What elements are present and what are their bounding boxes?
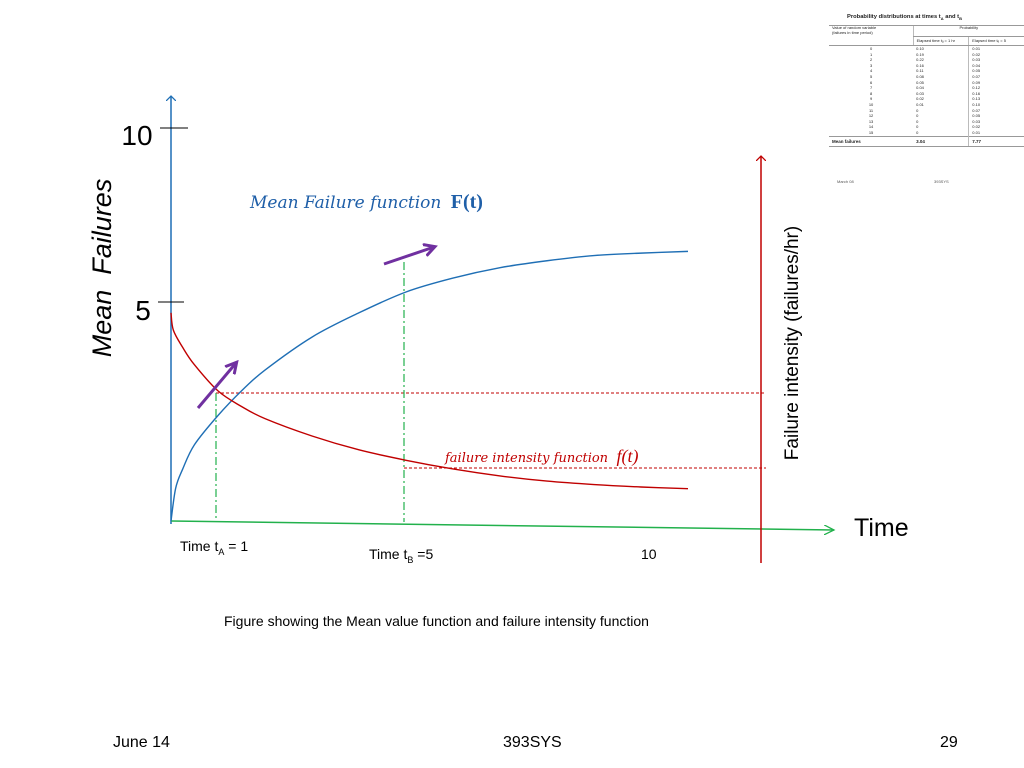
inset-table-row: 1 0.19 0.02 <box>829 51 1024 58</box>
x-axis <box>170 520 834 530</box>
figure-caption: Figure showing the Mean value function a… <box>224 613 649 629</box>
inset-table-row: 0 0.10 0.01 <box>829 45 1024 52</box>
inset-table-row: 10 0.01 0.10 <box>829 101 1024 108</box>
inset-footer-mid: 393SYS <box>934 179 949 184</box>
inset-table-row: 2 0.22 0.03 <box>829 57 1024 63</box>
inset-table: Value of random variable (failures in tim… <box>829 25 1024 147</box>
inset-table-row: 15 0 0.01 <box>829 129 1024 136</box>
series-label-mean-failure-math: F(t) <box>451 191 483 213</box>
slope-arrow-tb <box>383 247 434 266</box>
inset-col0-header: Value of random variable (failures in tim… <box>829 25 914 46</box>
footer-page-number: 29 <box>940 734 958 751</box>
inset-col2-header: Elapsed time tₑ = 5 <box>968 36 1024 46</box>
inset-table-row: 11 0 0.07 <box>829 107 1024 114</box>
x-tick-label-ta: Time tA = 1 <box>180 538 248 557</box>
inset-probability-table: Probability distributions at times tA an… <box>827 12 1024 192</box>
inset-table-row: 5 0.08 0.07 <box>829 73 1024 80</box>
series-label-failure-intensity-math: f(t) <box>617 446 639 467</box>
inset-title: Probability distributions at times tA an… <box>847 14 962 22</box>
series-label-failure-intensity: failure intensity function f(t) <box>444 446 639 467</box>
inset-footer-left: March 08 <box>837 179 854 184</box>
inset-table-row: 7 0.04 0.12 <box>829 85 1024 91</box>
inset-prob-header: Probability <box>912 25 1024 37</box>
inset-table-row: 6 0.05 0.09 <box>829 79 1024 86</box>
inset-total-row: Mean failures 3.04 7.77 <box>829 135 1024 147</box>
inset-table-row: 3 0.16 0.04 <box>829 62 1024 69</box>
inset-col1-header: Elapsed time tₐ = 1 hr <box>912 36 969 46</box>
y-axis-right-label: Failure intensity (failures/hr) <box>782 226 803 460</box>
slope-arrow-ta <box>196 363 236 409</box>
inset-table-row: 13 0 0.03 <box>829 118 1024 125</box>
series-label-mean-failure-italic: Mean Failure function <box>249 193 441 213</box>
y-axis-left-label: Mean Failures <box>87 179 117 358</box>
inset-table-row: 14 0 0.02 <box>829 124 1024 130</box>
series-label-failure-intensity-italic: failure intensity function <box>444 451 608 466</box>
inset-table-row: 4 0.11 0.05 <box>829 68 1024 74</box>
x-tick-label-10: 10 <box>641 546 657 562</box>
series-line-failure-intensity <box>170 312 689 490</box>
inset-table-row: 12 0 0.05 <box>829 113 1024 119</box>
inset-table-row: 9 0.02 0.13 <box>829 96 1024 102</box>
series-label-mean-failure: Mean Failure function F(t) <box>249 191 483 213</box>
series-line-mean-failure <box>170 250 689 522</box>
footer-date: June 14 <box>113 734 170 751</box>
y-tick-label-5: 5 <box>135 295 151 326</box>
x-tick-label-tb: Time tB =5 <box>369 546 433 565</box>
x-axis-label: Time <box>854 514 909 542</box>
inset-table-row: 8 0.03 0.16 <box>829 90 1024 97</box>
footer-course: 393SYS <box>503 734 562 751</box>
y-tick-label-10: 10 <box>121 120 152 151</box>
